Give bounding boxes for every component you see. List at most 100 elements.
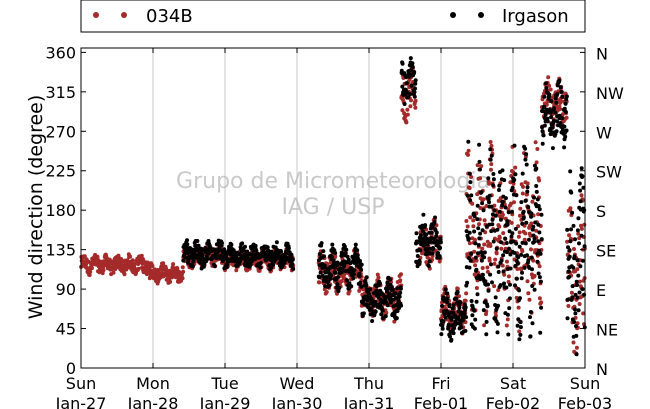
data-point bbox=[469, 251, 474, 256]
data-point bbox=[335, 282, 340, 287]
data-point bbox=[122, 272, 127, 277]
data-point bbox=[572, 254, 577, 259]
data-point bbox=[481, 308, 486, 313]
data-point bbox=[550, 125, 555, 130]
data-point bbox=[570, 295, 575, 300]
data-point bbox=[225, 262, 229, 267]
data-point bbox=[392, 319, 397, 324]
data-point bbox=[519, 200, 524, 205]
data-point bbox=[524, 162, 529, 167]
data-point bbox=[539, 305, 544, 310]
data-point bbox=[404, 120, 409, 125]
data-point bbox=[402, 102, 407, 106]
data-point bbox=[490, 212, 495, 217]
data-point bbox=[488, 140, 493, 144]
data-point bbox=[506, 210, 511, 215]
data-point bbox=[185, 238, 189, 243]
data-point bbox=[572, 320, 577, 324]
data-point bbox=[537, 296, 542, 301]
data-point bbox=[525, 181, 530, 186]
data-point bbox=[574, 279, 579, 284]
data-point bbox=[183, 255, 188, 260]
data-point bbox=[496, 270, 501, 274]
data-point bbox=[490, 217, 495, 222]
data-point bbox=[324, 290, 329, 295]
data-point bbox=[408, 104, 413, 109]
data-point bbox=[523, 231, 528, 236]
data-point bbox=[207, 243, 212, 248]
data-point bbox=[513, 226, 518, 231]
data-point bbox=[468, 180, 473, 185]
data-point bbox=[493, 316, 498, 321]
data-point bbox=[565, 297, 570, 302]
legend-marker-034b bbox=[93, 12, 99, 18]
data-point bbox=[475, 292, 480, 297]
data-point bbox=[579, 226, 584, 231]
data-point bbox=[439, 332, 444, 337]
data-point bbox=[480, 228, 485, 233]
data-point bbox=[243, 258, 248, 263]
data-point bbox=[469, 175, 474, 179]
data-point bbox=[355, 248, 360, 253]
data-point bbox=[517, 337, 522, 342]
legend-marker-irgason bbox=[478, 12, 484, 18]
data-point bbox=[464, 291, 469, 296]
x-tick-label-date: Jan-28 bbox=[127, 394, 179, 409]
data-point bbox=[358, 259, 362, 263]
data-point bbox=[510, 209, 514, 214]
data-point bbox=[456, 309, 461, 314]
data-point bbox=[482, 323, 487, 328]
data-point bbox=[513, 165, 518, 170]
data-point bbox=[533, 140, 538, 145]
data-point bbox=[88, 269, 93, 274]
data-point bbox=[563, 101, 568, 106]
data-point bbox=[537, 248, 542, 253]
data-point bbox=[578, 188, 583, 193]
x-tick-label-day: Fri bbox=[431, 374, 450, 393]
data-point bbox=[413, 86, 417, 91]
data-point bbox=[558, 121, 563, 125]
data-point bbox=[527, 297, 532, 302]
data-point bbox=[463, 298, 468, 303]
data-point bbox=[544, 86, 549, 90]
data-point bbox=[571, 265, 576, 270]
data-point bbox=[385, 303, 390, 308]
data-point bbox=[563, 134, 568, 139]
data-point bbox=[575, 283, 579, 287]
data-point bbox=[202, 262, 207, 267]
data-point bbox=[507, 246, 511, 251]
data-point bbox=[394, 316, 399, 321]
data-point bbox=[519, 276, 524, 281]
data-point bbox=[405, 112, 410, 117]
data-point bbox=[488, 272, 493, 277]
data-point bbox=[504, 250, 509, 255]
data-point bbox=[229, 242, 234, 247]
data-point bbox=[515, 267, 520, 271]
data-point bbox=[418, 233, 423, 238]
data-point bbox=[568, 206, 573, 211]
data-point bbox=[465, 224, 470, 229]
y-tick-label: 180 bbox=[45, 201, 76, 220]
data-point bbox=[481, 208, 486, 213]
data-point bbox=[318, 270, 323, 275]
data-point bbox=[495, 227, 500, 232]
data-point bbox=[351, 272, 356, 277]
data-point bbox=[336, 275, 340, 280]
data-point bbox=[525, 279, 530, 284]
data-point bbox=[468, 215, 473, 220]
data-point bbox=[384, 310, 389, 315]
data-point bbox=[487, 222, 492, 227]
data-point bbox=[463, 305, 468, 310]
data-point bbox=[520, 171, 525, 176]
data-point bbox=[234, 268, 239, 273]
data-point bbox=[471, 218, 476, 223]
data-point bbox=[513, 172, 518, 177]
data-point bbox=[425, 242, 430, 247]
data-point bbox=[290, 262, 295, 267]
data-point bbox=[349, 284, 353, 289]
data-point bbox=[339, 279, 344, 284]
data-point bbox=[440, 323, 445, 328]
data-point bbox=[503, 196, 508, 201]
data-point bbox=[364, 283, 369, 288]
data-point bbox=[344, 278, 349, 283]
